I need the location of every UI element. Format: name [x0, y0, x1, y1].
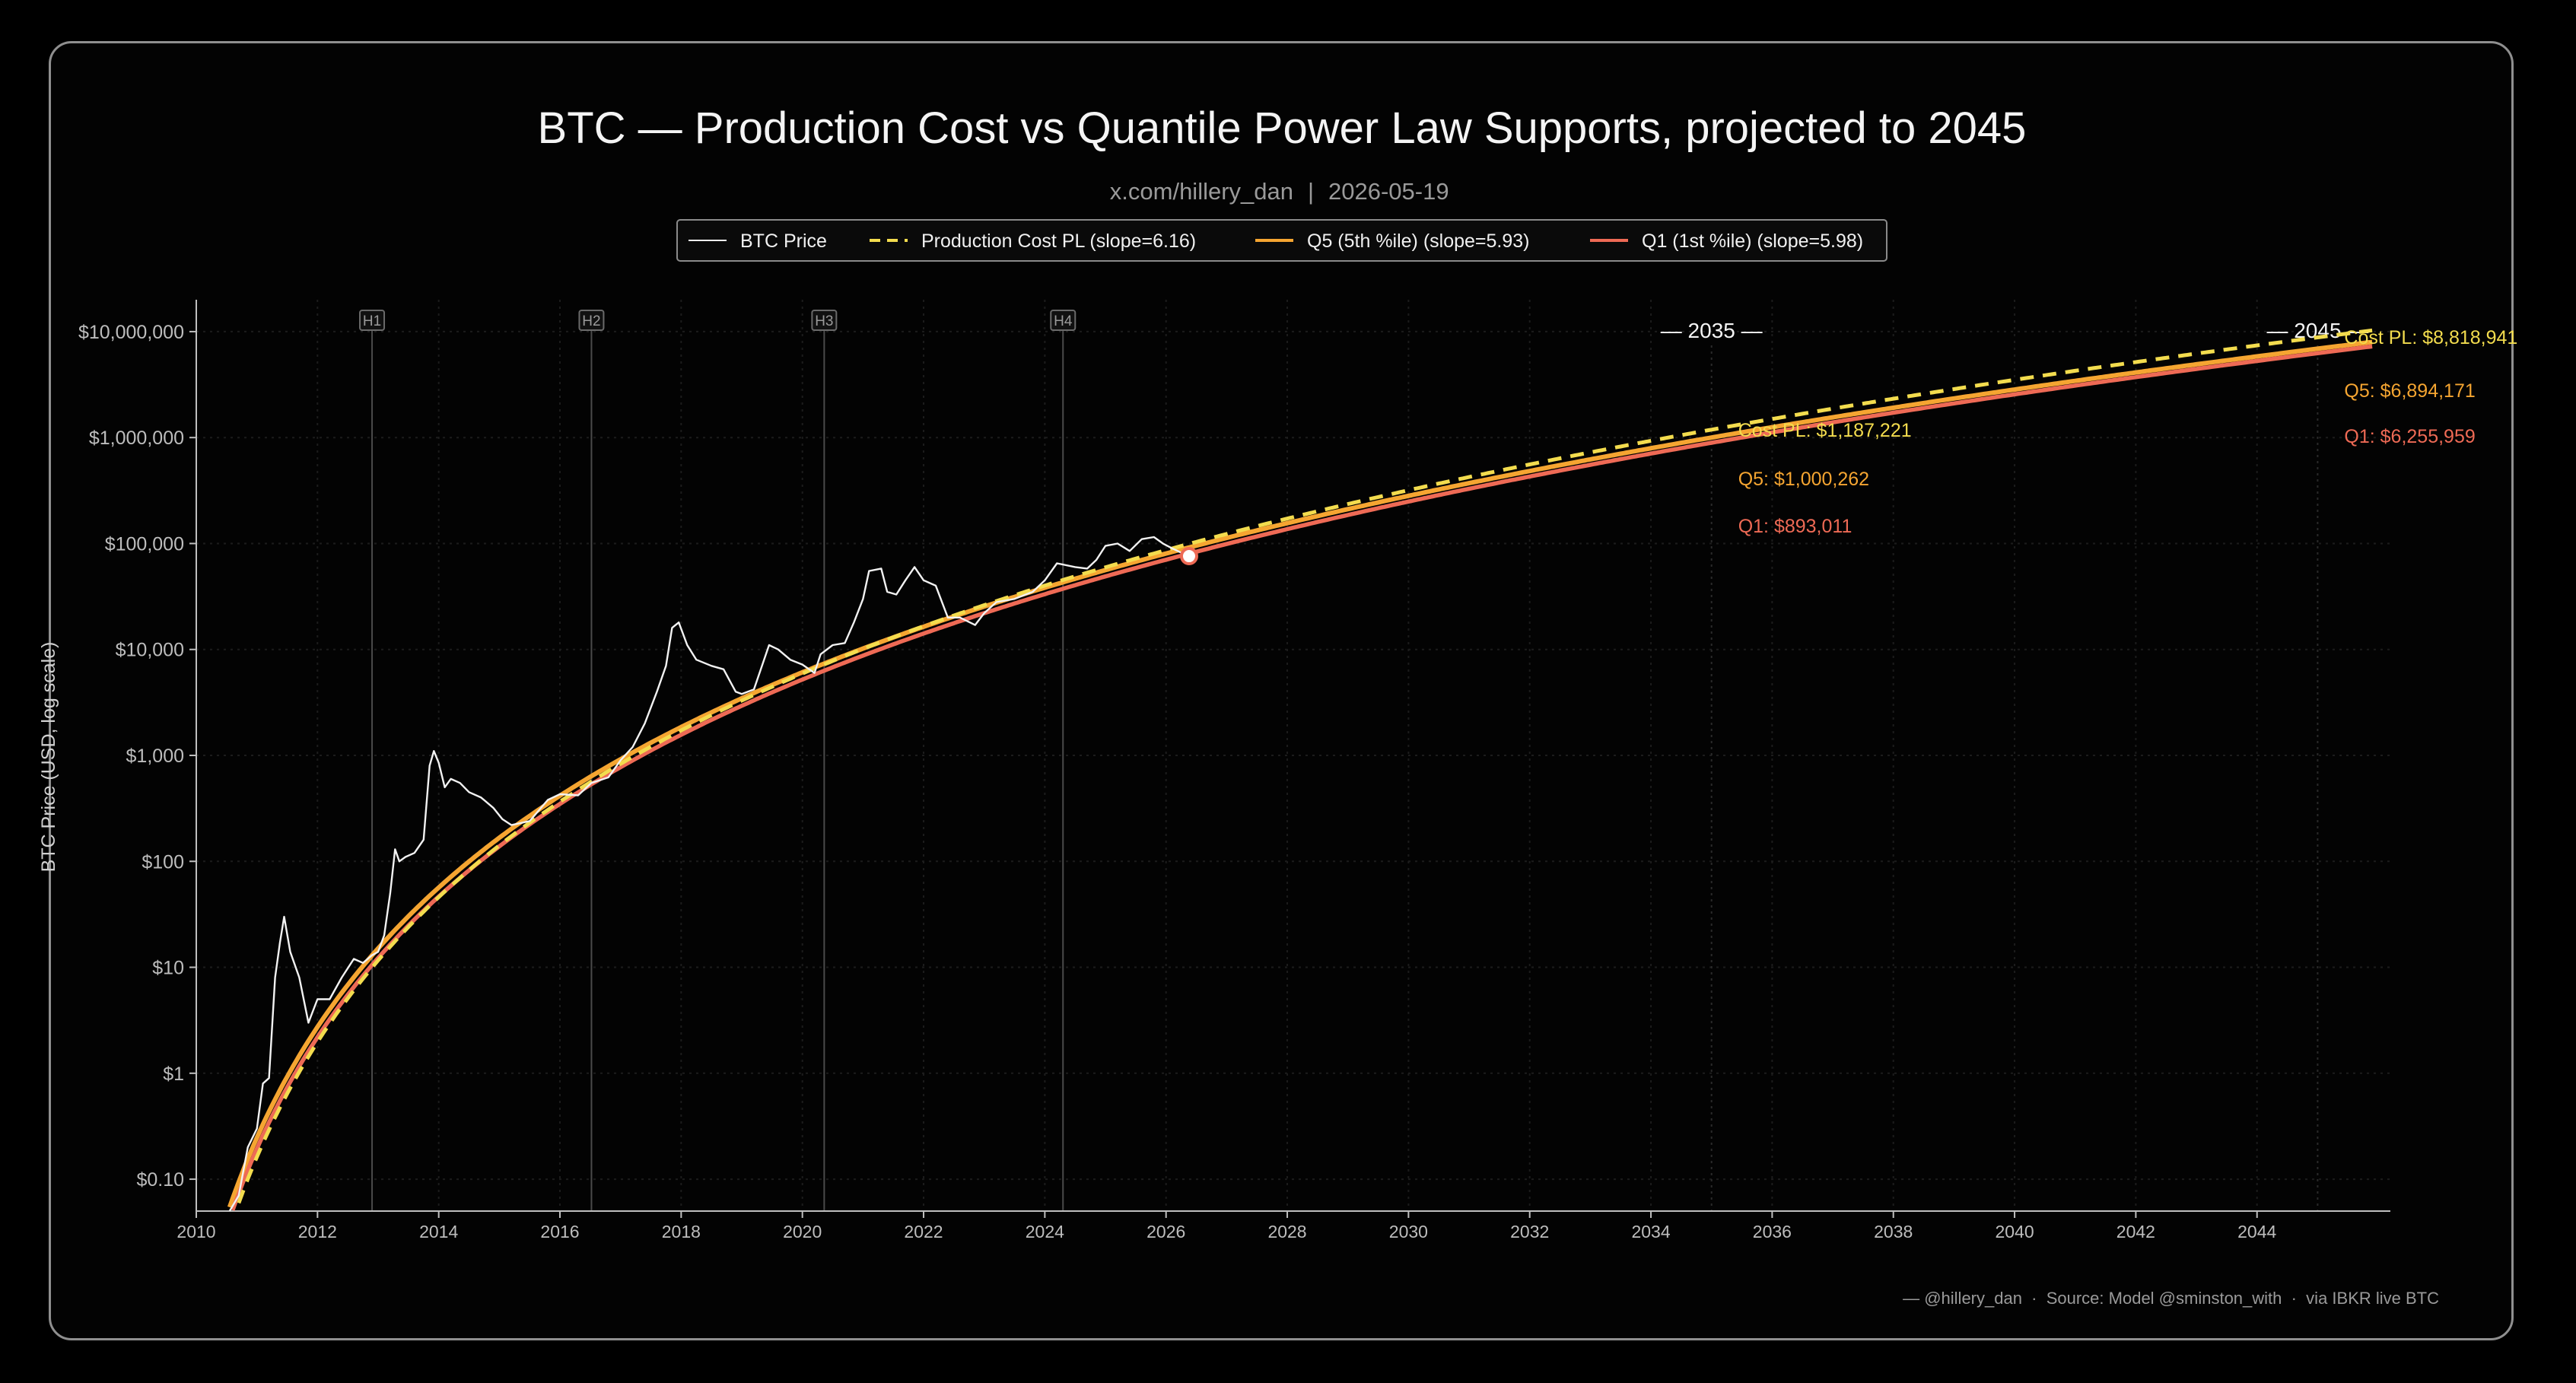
x-tick-label: 2020 [783, 1222, 822, 1242]
milestone-label: — 2035 — [1661, 319, 1763, 342]
x-tick-label: 2034 [1631, 1222, 1670, 1242]
chart-title: BTC — Production Cost vs Quantile Power … [538, 103, 2027, 153]
legend-label: Q5 (5th %ile) (slope=5.93) [1307, 230, 1530, 252]
y-tick-label: $100 [142, 851, 184, 873]
value-annotation: Cost PL: $1,187,221 [1738, 420, 1912, 441]
x-tick-label: 2016 [540, 1222, 579, 1242]
x-tick-label: 2028 [1267, 1222, 1306, 1242]
btc-price-line [228, 536, 1190, 1212]
x-tick-label: 2018 [662, 1222, 701, 1242]
x-tick-label: 2024 [1026, 1222, 1064, 1242]
x-tick-label: 2030 [1389, 1222, 1428, 1242]
axes: 2010 2012 2014 2016 2018 2020 2022 2024 2026 2028… [78, 300, 2390, 1242]
y-tick-label: $10,000,000 [78, 322, 184, 343]
x-tick-label: 2026 [1146, 1222, 1185, 1242]
current-price-marker [1179, 547, 1198, 566]
halving-badge [811, 310, 838, 331]
chart-subtitle-handle: x.com/hillery_dan [1110, 178, 1293, 205]
halving-markers: H1 H2 H3 H4— 2035 — — 2045 — [359, 310, 2368, 1211]
y-axis-label: BTC Price (USD, log scale) [38, 642, 59, 873]
series [227, 328, 2373, 1212]
x-tick-label: 2040 [1995, 1222, 2034, 1242]
halving-label: H1 [363, 313, 381, 329]
x-tick-label: 2014 [419, 1222, 458, 1242]
x-tick-label: 2044 [2237, 1222, 2276, 1242]
x-tick-label: 2032 [1510, 1222, 1549, 1242]
y-tick-label: $0.10 [136, 1169, 184, 1191]
x-tick-label: 2036 [1753, 1222, 1792, 1242]
q1-curve [231, 344, 2373, 1211]
value-annotation: Cost PL: $8,818,941 [2344, 327, 2517, 348]
value-annotation: Q5: $6,894,171 [2344, 380, 2475, 402]
legend-label: BTC Price [740, 230, 827, 252]
value-annotation: Q1: $6,255,959 [2344, 426, 2475, 447]
y-tick-label: $100,000 [105, 533, 184, 555]
x-tick-label: 2042 [2116, 1222, 2155, 1242]
annotations: Cost PL: $1,187,221 Q5: $1,000,262 Q1: $89… [1738, 327, 2518, 537]
halving-badge [1050, 310, 1077, 331]
chart-legend: BTC Price Production Cost PL (slope=6.16)… [676, 219, 1887, 262]
q5-curve [227, 339, 2373, 1208]
chart-subtitle-date: 2026-05-19 [1328, 178, 1449, 205]
footer-credit: — @hillery_dan · Source: Model @sminston… [1903, 1289, 2439, 1308]
value-annotation: Q1: $893,011 [1738, 516, 1852, 537]
y-tick-label: $10 [152, 958, 184, 979]
halving-badge [578, 310, 605, 331]
y-tick-label: $1 [163, 1063, 184, 1085]
y-tick-label: $10,000 [116, 640, 184, 661]
y-tick-label: $1,000 [126, 746, 184, 767]
halving-label: H4 [1054, 313, 1073, 329]
x-tick-label: 2038 [1874, 1222, 1913, 1242]
legend-label: Production Cost PL (slope=6.16) [921, 230, 1196, 252]
grid [196, 300, 2390, 1211]
halving-label: H3 [815, 313, 833, 329]
x-tick-label: 2012 [298, 1222, 337, 1242]
halving-badge [359, 310, 386, 331]
cost-curve [237, 328, 2373, 1204]
halving-label: H2 [582, 313, 600, 329]
chart-subtitle-separator: | [1308, 178, 1314, 205]
x-tick-label: 2010 [177, 1222, 215, 1242]
y-tick-label: $1,000,000 [89, 428, 184, 449]
legend-label: Q1 (1st %ile) (slope=5.98) [1642, 230, 1863, 252]
value-annotation: Q5: $1,000,262 [1738, 469, 1869, 490]
x-tick-label: 2022 [904, 1222, 943, 1242]
